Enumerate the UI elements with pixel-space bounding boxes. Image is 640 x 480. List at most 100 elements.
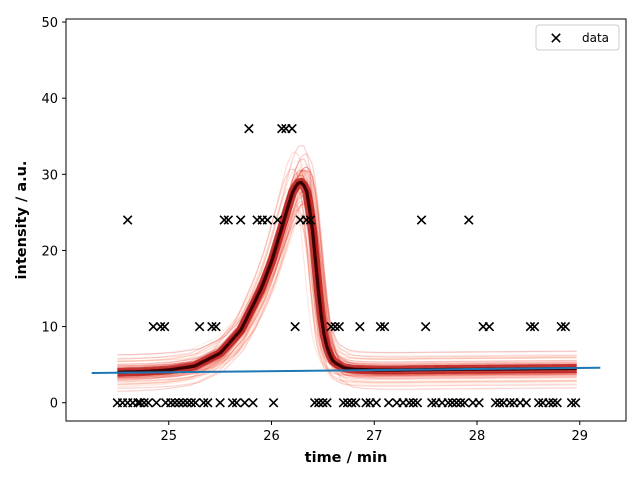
fit-sample-line bbox=[117, 166, 577, 377]
data-point bbox=[404, 397, 414, 408]
fit-core-line bbox=[117, 180, 577, 374]
legend-marker-data bbox=[551, 33, 561, 43]
fit-sample-line bbox=[117, 170, 577, 378]
x-tick-label: 29 bbox=[571, 429, 588, 444]
data-point bbox=[330, 321, 340, 332]
data-point bbox=[371, 397, 382, 408]
data-point bbox=[190, 397, 201, 408]
fit-sample-line bbox=[117, 212, 577, 384]
x-tick-layer: 25 26 27 28 29 bbox=[160, 421, 588, 444]
y-tick-label: 10 bbox=[41, 321, 58, 336]
fit-sample-line bbox=[117, 166, 577, 367]
data-point bbox=[464, 215, 474, 225]
y-tick-label: 20 bbox=[41, 244, 58, 259]
fit-sample-line bbox=[117, 184, 577, 359]
fit-sample-line bbox=[117, 190, 577, 366]
fit-sample-line bbox=[117, 178, 577, 385]
fit-sample-line bbox=[117, 170, 577, 375]
data-point bbox=[223, 215, 234, 225]
data-point bbox=[379, 321, 390, 332]
data-point bbox=[529, 321, 540, 332]
data-point bbox=[375, 321, 386, 332]
fit-sample-line bbox=[117, 188, 577, 392]
fit-sample-line bbox=[117, 195, 577, 380]
x-axis-title: time / min bbox=[305, 450, 388, 466]
data-point bbox=[268, 397, 279, 408]
x-tick-label: 27 bbox=[366, 429, 383, 444]
data-point bbox=[350, 397, 361, 408]
x-tick-label: 28 bbox=[469, 429, 486, 444]
fit-sample-line bbox=[117, 168, 577, 365]
fit-sample-line bbox=[117, 177, 577, 375]
data-point bbox=[494, 397, 505, 408]
plot-frame bbox=[65, 18, 627, 422]
data-point bbox=[219, 215, 230, 225]
data-point bbox=[305, 215, 316, 225]
data-point bbox=[455, 397, 466, 408]
fit-sample-line bbox=[117, 222, 577, 386]
data-point bbox=[459, 397, 470, 408]
fit-band-layer bbox=[117, 144, 577, 392]
data-point bbox=[211, 321, 221, 332]
fit-sample-line bbox=[117, 176, 577, 356]
data-point bbox=[262, 215, 273, 225]
data-point bbox=[287, 123, 297, 134]
fit-sample-line bbox=[117, 160, 577, 387]
data-point bbox=[326, 321, 336, 332]
fit-sample-line bbox=[117, 174, 577, 373]
data-point bbox=[215, 397, 225, 408]
data-point bbox=[170, 397, 180, 408]
data-point bbox=[122, 215, 133, 225]
data-point bbox=[178, 397, 188, 408]
data-point bbox=[560, 321, 571, 332]
data-point bbox=[361, 397, 371, 408]
data-point bbox=[148, 321, 159, 332]
legend-label-data: data bbox=[582, 31, 609, 45]
data-point bbox=[290, 321, 300, 332]
data-point bbox=[490, 397, 501, 408]
data-point bbox=[484, 321, 495, 332]
fit-sample-line bbox=[117, 176, 577, 378]
data-point bbox=[166, 397, 176, 408]
fit-sample-line bbox=[117, 213, 577, 388]
data-point bbox=[231, 397, 242, 408]
data-point bbox=[227, 397, 238, 408]
data-point bbox=[139, 397, 149, 408]
data-point bbox=[412, 397, 423, 408]
data-point bbox=[427, 397, 437, 408]
fit-sample-line bbox=[117, 153, 577, 378]
fit-core-halo bbox=[115, 177, 579, 377]
data-point bbox=[420, 321, 431, 332]
fit-sample-line bbox=[117, 179, 577, 368]
data-point bbox=[521, 397, 532, 408]
data-point bbox=[525, 321, 536, 332]
y-axis-title: intensity / a.u. bbox=[14, 161, 30, 280]
fit-sample-line bbox=[117, 194, 577, 362]
fit-sample-line bbox=[117, 158, 577, 370]
fit-sample-line bbox=[117, 191, 577, 370]
data-point bbox=[548, 397, 558, 408]
data-point bbox=[570, 397, 581, 408]
data-marker-layer bbox=[112, 123, 581, 408]
data-point bbox=[277, 123, 287, 134]
data-point bbox=[186, 397, 197, 408]
fit-sample-line bbox=[117, 186, 577, 379]
y-tick-label: 40 bbox=[41, 92, 58, 107]
fit-sample-line bbox=[117, 151, 577, 363]
data-point bbox=[194, 321, 205, 332]
data-point bbox=[143, 397, 153, 408]
fit-sample-line bbox=[117, 186, 577, 365]
data-point bbox=[355, 321, 365, 332]
fit-sample-line bbox=[117, 178, 577, 383]
data-point bbox=[155, 321, 166, 332]
fit-sample-line bbox=[117, 144, 577, 375]
fit-sample-line bbox=[117, 168, 577, 373]
fit-sample-line bbox=[117, 170, 577, 371]
fit-sample-line bbox=[117, 202, 577, 371]
data-point bbox=[552, 397, 562, 408]
data-point bbox=[235, 215, 246, 225]
fit-sample-line bbox=[117, 177, 577, 362]
data-point bbox=[309, 397, 320, 408]
x-tick-label: 26 bbox=[263, 429, 280, 444]
